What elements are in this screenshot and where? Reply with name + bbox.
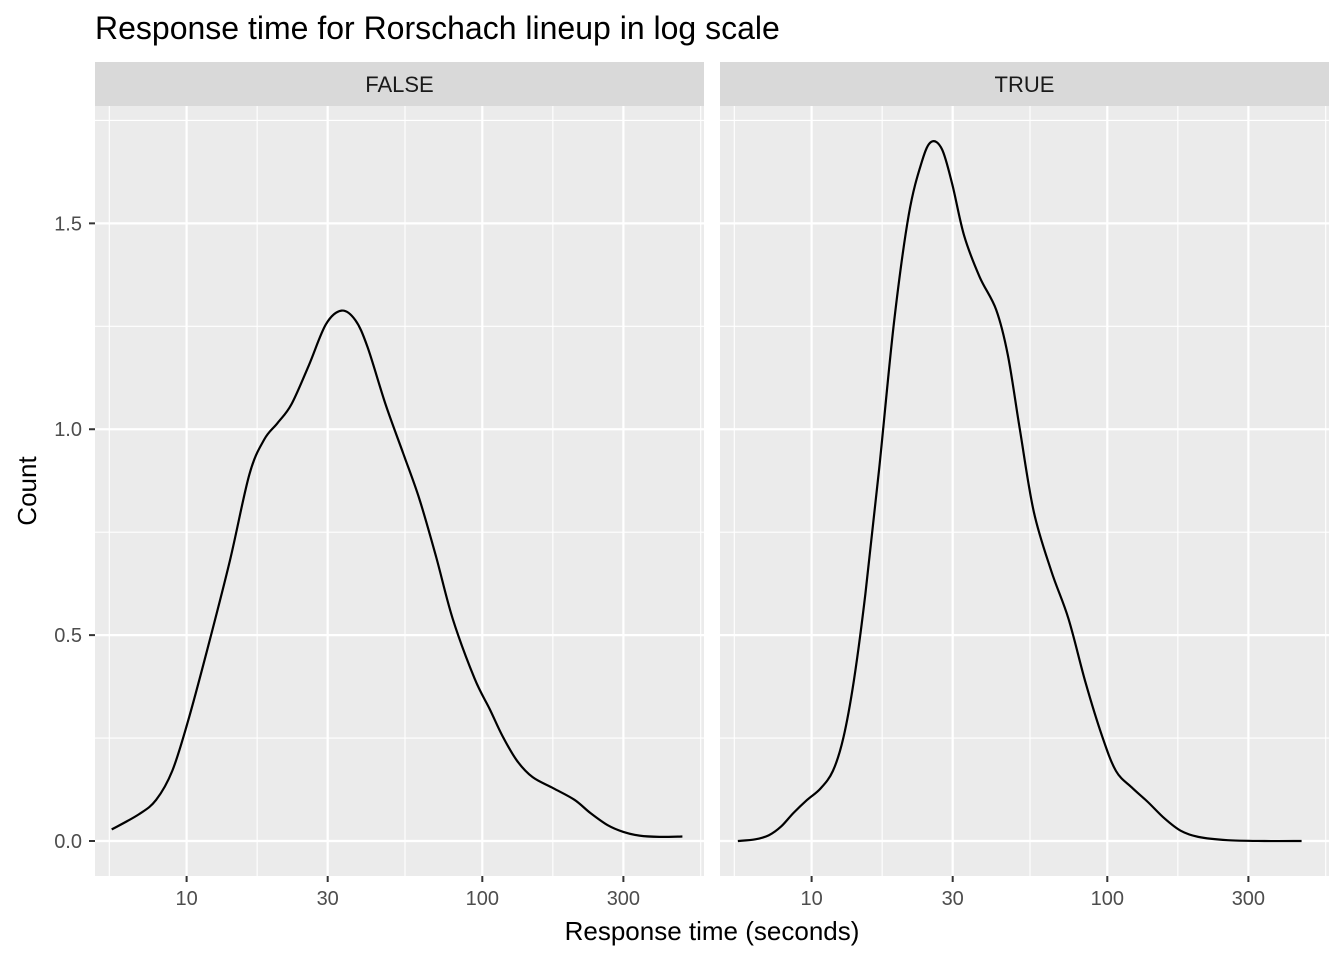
y-tick-label: 0.5 (54, 625, 82, 647)
y-axis: 0.0 0.5 1.0 1.5 (54, 213, 95, 853)
density-line-false (111, 309, 683, 839)
x-tick-label: 100 (466, 888, 499, 910)
x-tick-label: 30 (942, 888, 964, 910)
chart-title: Response time for Rorschach lineup in lo… (95, 10, 780, 46)
facet-panel-false: FALSE 10 30 100 300 (95, 62, 704, 910)
facet-strip (720, 62, 1329, 106)
facet-strip (95, 62, 704, 106)
panel-background (720, 106, 1329, 876)
x-axis-title: Response time (seconds) (565, 916, 860, 946)
facet-strip-label: FALSE (365, 72, 433, 97)
x-tick-label: 300 (1232, 888, 1265, 910)
facet-panel-true: TRUE 10 30 100 300 (720, 62, 1329, 910)
x-tick-label: 10 (175, 888, 197, 910)
y-axis-title: Count (12, 456, 42, 526)
facet-panels: FALSE 10 30 100 300 TRUE 10 30 100 300 (95, 62, 1329, 910)
y-tick-label: 1.5 (54, 213, 82, 235)
y-tick-label: 1.0 (54, 419, 82, 441)
panel-background (95, 106, 704, 876)
density-line-true (737, 140, 1302, 843)
x-tick-label: 10 (800, 888, 822, 910)
x-tick-label: 30 (317, 888, 339, 910)
x-tick-label: 100 (1091, 888, 1124, 910)
x-tick-label: 300 (607, 888, 640, 910)
y-tick-label: 0.0 (54, 831, 82, 853)
facet-strip-label: TRUE (995, 72, 1055, 97)
